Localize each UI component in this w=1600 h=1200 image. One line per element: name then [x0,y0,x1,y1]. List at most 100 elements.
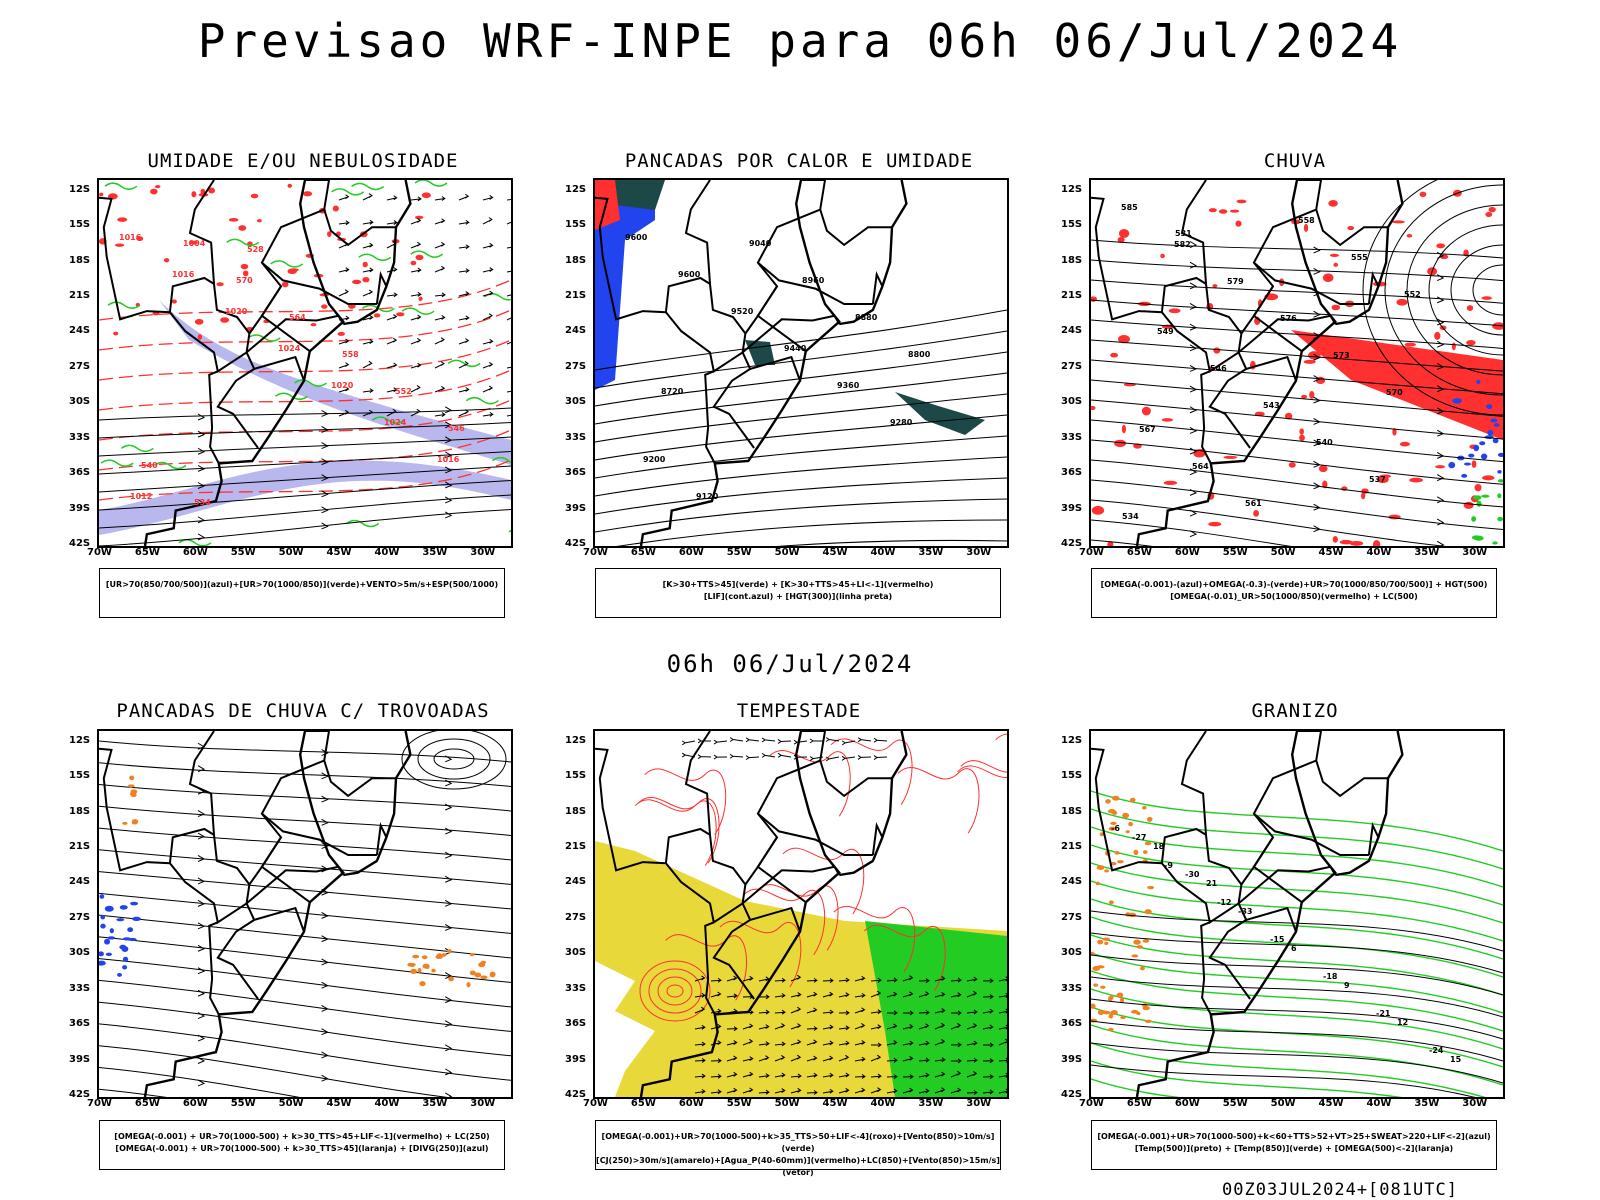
lat-tick-label: 15S [565,770,587,782]
lat-tick-label: 24S [565,876,587,888]
coastline [1135,731,1337,1097]
flow-arrow [1189,488,1198,496]
shaded-area [1108,826,1116,831]
lon-tick-label: 35W [422,547,448,558]
shaded-area [1144,1019,1152,1023]
wind-vector [822,978,834,983]
wind-vector [825,737,840,742]
wind-vector [458,244,470,250]
border [595,196,744,373]
border [1091,196,1240,373]
lat-tick-label: 24S [1061,876,1083,888]
temp850-contour [1091,1078,1181,1097]
shaded-area [1212,284,1218,288]
shaded-area [189,240,198,245]
flow-arrow [197,855,206,862]
wind-vector [482,313,493,321]
wind-vector [934,1008,946,1014]
contour-label: 1024 [278,344,301,353]
wind-vector [790,1087,802,1094]
wind-vector [742,1056,754,1062]
flow-arrow [197,1012,206,1020]
wind-vector [761,752,776,758]
lon-tick-label: 45W [822,1098,848,1109]
wind-vector [458,361,469,369]
shaded-area [1349,540,1364,546]
wind-vector [458,409,469,417]
lon-tick-label: 55W [230,1098,256,1109]
wind-vector [726,1040,738,1046]
wind-vector [966,1057,978,1063]
shaded-area [410,260,417,266]
shaded-area [163,258,170,263]
shaded-area [1492,541,1498,545]
contour-label: 1012 [130,492,152,501]
wind-vector [386,408,397,417]
lat-tick-label: 18S [69,805,91,817]
contour-label: 582 [1174,240,1191,249]
lat-tick-label: 39S [565,502,587,514]
border [1091,747,1240,924]
flow-arrow [1313,418,1321,425]
wind-vector [998,1038,1007,1046]
flow-arrow [444,923,453,931]
shaded-area [1097,1009,1105,1015]
lon-tick-label: 30W [470,1098,496,1109]
lat-tick-label: 24S [69,325,91,337]
wind-vector [434,218,446,225]
shaded-area [418,296,423,301]
temp850-contour [1091,826,1503,888]
wind-vector [758,1073,770,1079]
flow-arrow [197,482,206,489]
shaded-area [1091,505,1105,515]
shaded-area [1301,394,1308,399]
wind-vector [458,219,470,225]
wind-vector [362,388,374,394]
wind-vector [774,1054,786,1062]
coastline [1135,180,1337,546]
wind-vector [410,196,422,202]
wind-vector [506,414,511,417]
lat-tick-label: 24S [1061,325,1083,337]
wind-vector [362,289,374,297]
flow-arrow [197,447,206,455]
border [704,921,716,1015]
wind-vector [745,755,760,761]
contour-label: 15 [1450,1055,1462,1064]
height-contour [595,330,1007,389]
shaded-area [1235,220,1242,227]
shaded-area [1288,462,1296,468]
humidity-contour [226,238,260,247]
lon-tick-label: 70W [1079,1098,1104,1109]
flow-arrow [1436,363,1445,370]
height-contour [595,498,1007,533]
wind-vector [790,1073,802,1079]
lat-tick-label: 15S [1061,770,1083,782]
flow-arrow [321,981,329,989]
shaded-area [1481,296,1493,300]
flow-arrow [444,972,453,980]
shaded-area [1303,359,1316,364]
contour-label: -30 [1185,870,1200,879]
lon-tick-label: 60W [182,547,208,558]
shaded-area [1474,483,1482,492]
flow-arrow [1313,525,1321,533]
shaded-area [154,184,161,189]
shaded-area [122,965,128,970]
shaded-area [1466,305,1474,311]
lon-tick-label: 50W [774,547,800,558]
wind-vector [918,991,930,998]
wind-vector [774,1072,786,1078]
shaded-area [1331,304,1341,311]
lon-tick-label: 60W [1174,547,1200,558]
lon-tick-label: 35W [1414,1098,1440,1109]
humidity-contour [178,539,212,546]
shaded-area [412,954,420,959]
wind-vector [870,1042,882,1048]
wind-vector [758,1055,770,1062]
contour-label: -18 [1323,972,1338,981]
border [871,822,884,856]
shaded-area [1102,1010,1111,1015]
wind-vector [758,1024,770,1030]
wind-vector [998,1072,1007,1078]
